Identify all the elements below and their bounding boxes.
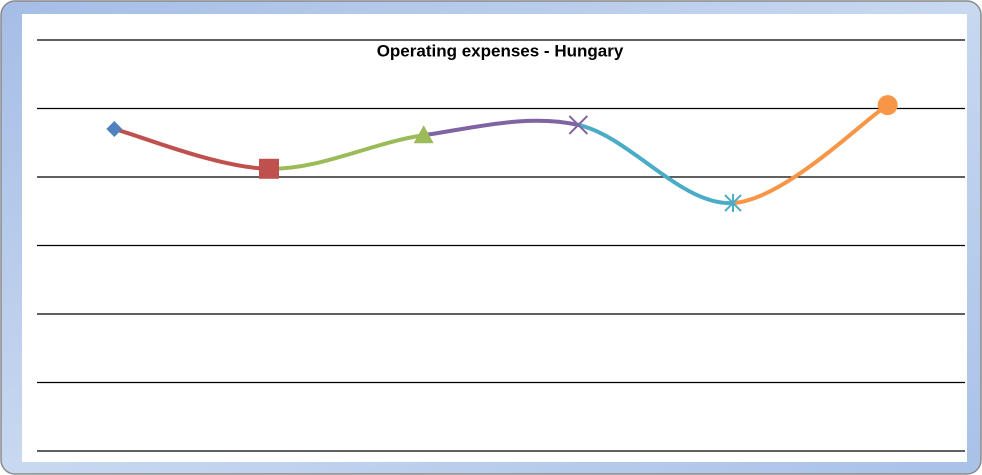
marker bbox=[259, 158, 279, 179]
line-segment bbox=[731, 103, 890, 206]
plot-area bbox=[22, 14, 967, 462]
marker bbox=[413, 125, 434, 144]
line-segment bbox=[576, 122, 735, 206]
line-segment bbox=[112, 127, 271, 171]
line-segment bbox=[267, 133, 426, 171]
chart-title: Operating expenses - Hungary bbox=[377, 41, 624, 60]
marker bbox=[724, 194, 742, 213]
line-segment bbox=[421, 118, 581, 138]
marker bbox=[568, 115, 589, 135]
marker bbox=[877, 95, 898, 116]
marker bbox=[106, 121, 123, 138]
